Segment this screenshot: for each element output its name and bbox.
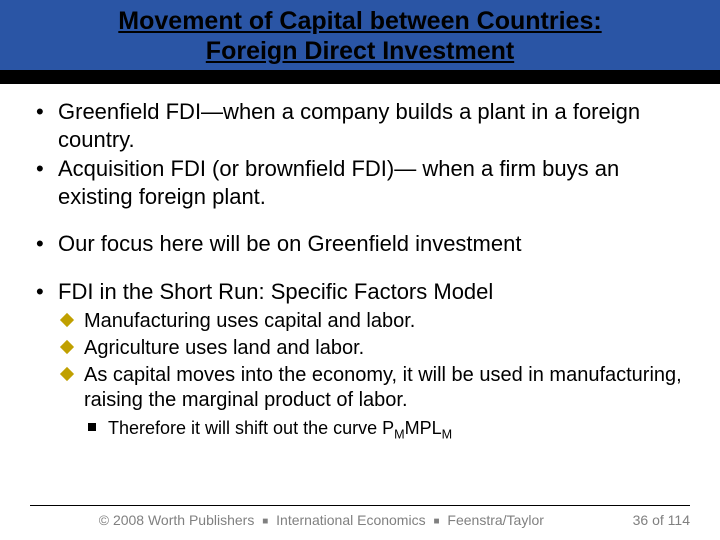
slide-title: Movement of Capital between Countries: F… — [10, 6, 710, 66]
page-sep: of — [648, 512, 667, 528]
bullet-item: Acquisition FDI (or brownfield FDI)— whe… — [30, 155, 690, 210]
sub-bullet-text: Agriculture uses land and labor. — [84, 337, 364, 359]
footer-part3: Feenstra/Taylor — [447, 512, 543, 528]
bullet-text: Greenfield FDI—when a company builds a p… — [58, 99, 640, 152]
slide-footer: © 2008 Worth Publishers ■ International … — [0, 512, 720, 528]
footer-copyright: © 2008 Worth Publishers — [99, 512, 255, 528]
bullet-text: Our focus here will be on Greenfield inv… — [58, 231, 521, 256]
sub-bullet-item: Agriculture uses land and labor. — [58, 336, 690, 361]
page-indicator: 36 of 114 — [633, 512, 690, 528]
sub-bullet-text: As capital moves into the economy, it wi… — [84, 364, 682, 411]
bullet-text: Acquisition FDI (or brownfield FDI)— whe… — [58, 156, 619, 209]
bullet-item: FDI in the Short Run: Specific Factors M… — [30, 278, 690, 443]
sub-bullet-item: As capital moves into the economy, it wi… — [58, 363, 690, 443]
subsub-bullet-item: Therefore it will shift out the curve PM… — [84, 417, 690, 443]
title-line-1: Movement of Capital between Countries: — [118, 7, 601, 35]
slide-body: Greenfield FDI—when a company builds a p… — [0, 84, 720, 443]
square-icon — [88, 423, 96, 431]
page-total: 114 — [668, 512, 690, 528]
title-bar: Movement of Capital between Countries: F… — [0, 0, 720, 70]
footer-credits: © 2008 Worth Publishers ■ International … — [30, 512, 613, 528]
footer-part2: International Economics — [276, 512, 425, 528]
separator-icon: ■ — [262, 516, 268, 527]
bullet-item: Greenfield FDI—when a company builds a p… — [30, 98, 690, 153]
diamond-icon — [60, 367, 74, 381]
title-line-2: Foreign Direct Investment — [206, 37, 514, 65]
subsub-bullet-text: Therefore it will shift out the curve PM… — [108, 418, 452, 438]
bullet-text: FDI in the Short Run: Specific Factors M… — [58, 279, 493, 304]
separator-icon: ■ — [433, 516, 439, 527]
page-current: 36 — [633, 512, 649, 528]
sub-bullet-text: Manufacturing uses capital and labor. — [84, 310, 415, 332]
bullet-item: Our focus here will be on Greenfield inv… — [30, 230, 690, 258]
title-stripe — [0, 70, 720, 84]
diamond-icon — [60, 340, 74, 354]
sub-bullet-item: Manufacturing uses capital and labor. — [58, 309, 690, 334]
footer-rule — [30, 505, 690, 506]
diamond-icon — [60, 313, 74, 327]
